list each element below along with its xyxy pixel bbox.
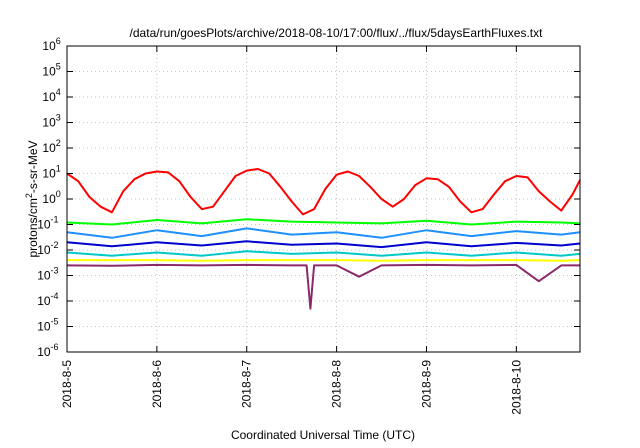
y-tick-label: 10-4 <box>37 291 58 308</box>
y-tick-base: 10 <box>37 218 51 232</box>
y-tick-label: 10-2 <box>37 240 58 257</box>
y-tick-label: 106 <box>42 36 60 53</box>
y-tick-base: 10 <box>37 320 51 334</box>
series-line <box>66 218 581 226</box>
y-tick-base: 10 <box>42 192 56 206</box>
y-tick-base: 10 <box>37 294 51 308</box>
y-tick-base: 10 <box>37 269 51 283</box>
y-tick-exponent: 1 <box>56 164 61 174</box>
y-tick-label: 10-6 <box>37 342 58 359</box>
y-tick-exponent: -6 <box>51 342 59 352</box>
y-tick-exponent: 3 <box>56 113 61 123</box>
y-axis-label-rest: -s-sr-MeV <box>26 140 40 193</box>
y-tick-base: 10 <box>37 345 51 359</box>
y-tick-exponent: -2 <box>51 240 59 250</box>
y-tick-exponent: -5 <box>51 317 59 327</box>
grid <box>66 46 580 352</box>
y-tick-exponent: -3 <box>51 266 59 276</box>
y-tick-label: 103 <box>42 113 60 130</box>
y-tick-base: 10 <box>42 167 56 181</box>
y-tick-label: 101 <box>42 164 60 181</box>
y-tick-exponent: 2 <box>56 138 61 148</box>
y-tick-label: 105 <box>42 62 60 79</box>
x-tick-label: 2018-8-5 <box>60 360 74 408</box>
y-tick-exponent: 5 <box>56 62 61 72</box>
y-tick-base: 10 <box>42 39 56 53</box>
series-line <box>66 240 581 249</box>
y-tick-exponent: 4 <box>56 87 61 97</box>
x-tick-label: 2018-8-10 <box>509 360 523 415</box>
y-tick-label: 10-5 <box>37 317 58 334</box>
x-axis-ticks: 2018-8-5 2018-8-6 2018-8-7 2018-8-8 2018-8-9… <box>60 46 523 415</box>
y-axis-label-superscript: 2 <box>24 193 34 198</box>
y-axis-label: protons/cm2-s-sr-MeV <box>24 140 40 257</box>
y-tick-label: 104 <box>42 87 60 104</box>
y-tick-exponent: 0 <box>56 189 61 199</box>
y-tick-exponent: -1 <box>51 215 59 225</box>
y-axis-label-main: protons/cm <box>26 198 40 257</box>
series-line <box>66 250 581 257</box>
series-line <box>66 227 581 239</box>
y-tick-base: 10 <box>42 65 56 79</box>
plot-frame <box>66 45 581 353</box>
y-tick-base: 10 <box>37 243 51 257</box>
y-tick-label: 100 <box>42 189 60 206</box>
x-tick-label: 2018-8-7 <box>240 360 254 408</box>
series-line <box>66 263 580 310</box>
x-axis-label: Coordinated Universal Time (UTC) <box>231 428 415 442</box>
y-tick-base: 10 <box>42 116 56 130</box>
y-tick-exponent: -4 <box>51 291 59 301</box>
y-tick-exponent: 6 <box>56 36 61 46</box>
x-tick-label: 2018-8-8 <box>330 360 344 408</box>
series-line <box>67 259 581 262</box>
chart-title: /data/run/goesPlots/archive/2018-08-10/1… <box>130 26 544 40</box>
series-line <box>66 168 581 216</box>
x-tick-label: 2018-8-6 <box>150 360 164 408</box>
series-layer <box>66 168 581 310</box>
y-axis-ticks: 10-610-510-410-310-210-11001011021031041… <box>37 36 580 359</box>
x-tick-label: 2018-8-9 <box>420 360 434 408</box>
y-tick-label: 102 <box>42 138 60 155</box>
y-tick-label: 10-3 <box>37 266 58 283</box>
y-tick-base: 10 <box>42 141 56 155</box>
y-tick-label: 10-1 <box>37 215 58 232</box>
y-tick-base: 10 <box>42 90 56 104</box>
